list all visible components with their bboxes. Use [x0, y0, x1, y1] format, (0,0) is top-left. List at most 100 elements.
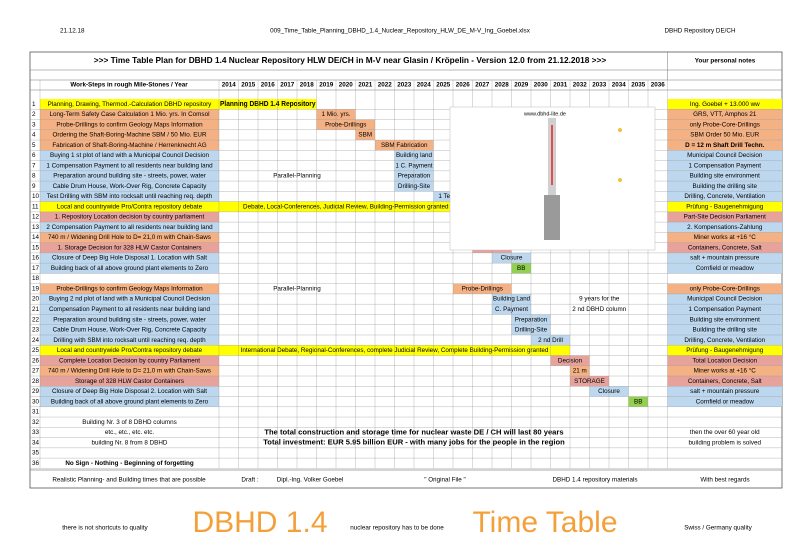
step-text: Probe-Drillings to confirm Geology Maps …	[56, 121, 203, 128]
row-number: 1	[32, 101, 36, 108]
step-cell	[40, 211, 219, 223]
note-text: Containers, Concrete, Salt	[688, 244, 762, 251]
note-cell	[667, 314, 782, 325]
year-label: 2024	[417, 82, 432, 89]
timeline-label: Drilling-Site	[398, 183, 431, 190]
year-label: 2022	[378, 82, 393, 89]
row-number: 32	[32, 419, 40, 426]
row-number: 12	[32, 214, 40, 221]
step-text: Building back of all above ground plant …	[51, 398, 209, 405]
note-cell	[667, 191, 782, 202]
step-text: Long-Term Safety Case Calculation 1 Mio.…	[50, 111, 210, 118]
brand: DBHD 1.4	[192, 506, 327, 539]
step-cell	[40, 355, 219, 366]
timeline-bar	[570, 365, 590, 377]
notes-title: Your personal notes	[695, 58, 756, 65]
note-text: SBM Order 50 Mio. EUR	[690, 132, 759, 139]
note-cell	[667, 150, 782, 161]
step-cell	[40, 283, 219, 294]
timeline-label: Closure	[598, 388, 620, 395]
note-text: building problem is solved	[689, 439, 762, 446]
step-cell	[40, 140, 219, 151]
note-cell	[667, 355, 782, 366]
step-cell	[40, 232, 219, 243]
step-text: 2 Compensation Payment to all residents …	[46, 224, 213, 231]
step-text: 1. Repository Location decision by count…	[55, 214, 205, 221]
footer-text: Realistic Planning- and Building times t…	[52, 477, 206, 484]
row-number: 14	[32, 234, 40, 241]
step-text: Local and countrywide Pro/Contra reposit…	[57, 203, 203, 210]
note-cell	[667, 376, 782, 387]
row-number: 36	[32, 460, 40, 467]
note-text: only Probe-Core-Drillings	[690, 121, 760, 128]
step-cell	[40, 119, 219, 130]
row-number: 26	[32, 357, 40, 364]
note-cell	[667, 99, 782, 110]
row-number: 27	[32, 368, 40, 375]
timeline-label: Decision	[558, 357, 583, 364]
note-text: Miner works at +16 °C	[694, 367, 757, 375]
row-number: 28	[32, 378, 40, 385]
note-text: Total Location Decision	[692, 357, 757, 364]
timeline-label: Parallel-Planning	[273, 173, 321, 180]
timeline-bar	[628, 396, 648, 407]
timeline-bar	[316, 119, 375, 130]
timeline-label: Probe-Drillings	[462, 285, 503, 292]
year-label: 2031	[553, 82, 568, 89]
step-text: Test Drilling with SBM into rocksalt unt…	[47, 193, 213, 200]
note-cell	[667, 232, 782, 243]
footer-text: DBHD 1.4 repository materials	[552, 477, 637, 484]
note-cell	[667, 304, 782, 315]
note-text: Building the drilling site	[693, 183, 758, 190]
step-text: 740 m / Widening Drill Hole to D= 21,0 m…	[48, 368, 211, 375]
year-label: 2035	[631, 82, 646, 89]
note-text: GRS, VTT, Amphos 21	[693, 111, 757, 118]
step-cell	[40, 160, 219, 171]
step-cell	[40, 376, 219, 387]
timeline-label: International Debate, Regional-Conferenc…	[241, 347, 549, 354]
year-label: 2023	[397, 82, 412, 89]
note-text: Cornfield or meadow	[696, 398, 755, 405]
timeline-label: Probe-Drillings	[325, 121, 366, 128]
step-text: Planning, Drawing, Thermod.-Calculation …	[48, 101, 213, 108]
owner: DBHD Repository DE/CH	[664, 28, 735, 35]
step-cell	[40, 324, 219, 335]
footer-text: Draft :	[241, 477, 258, 484]
timeline-label: BB	[634, 398, 642, 405]
step-cell	[40, 201, 219, 212]
shaft-line	[551, 125, 553, 185]
table-title: Time Table	[472, 506, 617, 539]
step-text: Drilling with SBM into rocksalt until re…	[53, 337, 206, 344]
note-cell	[667, 129, 782, 141]
row-number: 2	[32, 111, 36, 118]
row-number: 33	[32, 429, 40, 436]
timeline-label: Preparation	[515, 316, 548, 323]
footer-text: With best regards	[700, 477, 749, 484]
file-name: 009_Time_Table_Planning_DBHD_1.4_Nuclear…	[270, 28, 531, 35]
row-number: 8	[32, 173, 36, 180]
step-cell	[40, 181, 219, 192]
bottom-text: nuclear repository has to be done	[350, 525, 444, 532]
image-caption: www.dbhd-lite.de	[523, 111, 566, 117]
note-text: then the over 60 year old	[690, 429, 760, 436]
step-text: building Nr. 8 from 8 DBHD	[92, 439, 168, 446]
step-cell	[40, 345, 219, 356]
note-text: salt + mountain pressure	[690, 388, 760, 395]
row-number: 19	[32, 285, 40, 292]
step-cell	[40, 304, 219, 315]
step-text: Compensation Payment to all residents ne…	[49, 306, 211, 313]
note-text: Prüfung - Baugenehmigung	[686, 203, 764, 210]
timeline-label: SBM	[358, 132, 372, 139]
step-cell	[40, 191, 219, 202]
timeline-label: Total investment: EUR 5.95 billion EUR -…	[263, 438, 565, 447]
note-text: Building site environment	[690, 316, 761, 323]
step-text: Buying 2 nd plot of land with a Municipa…	[49, 296, 211, 303]
row-number: 24	[32, 337, 40, 344]
note-text: 1 Compensation Payment	[689, 162, 762, 169]
row-number: 10	[32, 193, 40, 200]
note-cell	[667, 263, 782, 274]
timeline-label: 21 m	[573, 368, 587, 375]
step-text: Closure of Deep Big Hole Disposal 1. Loc…	[52, 255, 207, 262]
